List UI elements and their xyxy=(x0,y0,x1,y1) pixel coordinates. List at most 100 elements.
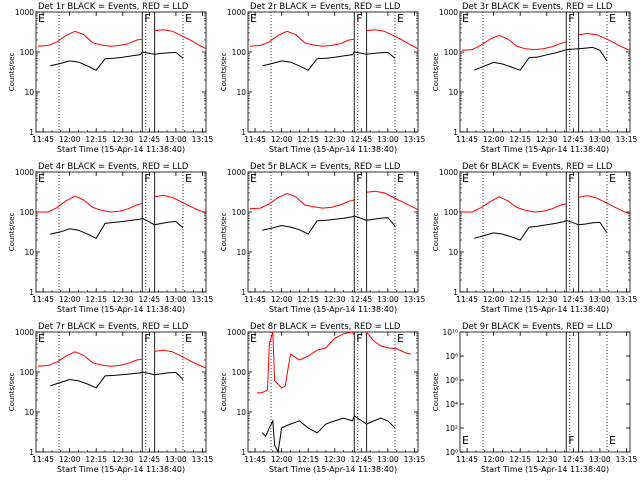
x-tick-label: 12:00 xyxy=(271,135,293,144)
flare-marker-label: F xyxy=(356,172,362,185)
panel-title: Det 5r BLACK = Events, RED = LLD xyxy=(250,162,401,172)
events-series-line xyxy=(474,46,608,71)
y-tick-label: 10 xyxy=(236,408,246,417)
plot-frame xyxy=(247,331,419,453)
x-tick-label: 12:45 xyxy=(139,135,161,144)
y-tick-label: 10² xyxy=(445,424,458,433)
y-tick-label: 10¹⁰ xyxy=(442,328,458,337)
x-tick-label: 12:45 xyxy=(563,455,585,464)
lld-series-line xyxy=(461,32,631,51)
x-tick-label: 13:15 xyxy=(192,295,214,304)
y-tick-label: 1 xyxy=(241,288,246,297)
x-tick-label: 12:00 xyxy=(271,455,293,464)
x-tick-label: 13:15 xyxy=(404,135,426,144)
x-tick-label: 12:15 xyxy=(85,295,107,304)
lld-series-line xyxy=(37,349,207,369)
y-tick-label: 1 xyxy=(29,448,34,457)
y-tick-label: 1000 xyxy=(227,168,246,177)
x-tick-label: 12:45 xyxy=(139,455,161,464)
event-marker-label: E xyxy=(38,12,45,25)
x-tick-label: 11:45 xyxy=(244,295,266,304)
event-marker-label: E xyxy=(609,12,616,25)
x-tick-label: 12:00 xyxy=(271,295,293,304)
y-tick-label: 10⁶ xyxy=(445,376,458,385)
plot-frame xyxy=(35,331,207,453)
x-tick-label: 12:15 xyxy=(509,295,531,304)
event-marker-label: E xyxy=(462,434,469,447)
y-tick-label: 100 xyxy=(232,208,247,217)
y-tick-label: 100 xyxy=(232,48,247,57)
y-axis-label: Counts/sec xyxy=(8,373,16,412)
plot-frame xyxy=(459,11,631,133)
events-series-line xyxy=(474,219,608,241)
flare-marker-label: F xyxy=(144,172,150,185)
y-tick-label: 1000 xyxy=(439,8,458,17)
x-tick-label: 11:45 xyxy=(244,135,266,144)
y-tick-label: 10 xyxy=(24,248,34,257)
x-axis-label: Start Time (15-Apr-14 11:38:40) xyxy=(269,465,397,474)
x-tick-label: 12:00 xyxy=(59,295,81,304)
x-tick-label: 13:00 xyxy=(165,295,187,304)
y-axis-label: Counts/sec xyxy=(220,213,228,252)
x-tick-label: 12:30 xyxy=(324,295,346,304)
y-tick-label: 100 xyxy=(20,48,35,57)
flare-marker-label: F xyxy=(356,12,362,25)
x-tick-label: 12:00 xyxy=(483,135,505,144)
x-tick-label: 12:45 xyxy=(351,295,373,304)
y-tick-label: 1000 xyxy=(439,168,458,177)
x-tick-label: 13:00 xyxy=(589,455,611,464)
plot-frame xyxy=(35,11,207,133)
x-tick-label: 12:30 xyxy=(536,455,558,464)
x-tick-label: 11:45 xyxy=(456,455,478,464)
x-tick-label: 12:45 xyxy=(563,295,585,304)
x-tick-label: 11:45 xyxy=(32,455,54,464)
event-marker-label: E xyxy=(397,332,404,345)
flare-marker-label: F xyxy=(144,12,150,25)
x-tick-label: 12:15 xyxy=(297,455,319,464)
x-axis-label: Start Time (15-Apr-14 11:38:40) xyxy=(269,145,397,154)
events-series-line xyxy=(50,217,184,239)
y-tick-label: 100 xyxy=(444,48,459,57)
event-marker-label: E xyxy=(185,332,192,345)
y-tick-label: 1000 xyxy=(15,8,34,17)
y-tick-label: 1 xyxy=(453,128,458,137)
x-tick-label: 11:45 xyxy=(244,455,266,464)
event-marker-label: E xyxy=(185,12,192,25)
x-tick-label: 12:30 xyxy=(112,295,134,304)
y-tick-label: 1000 xyxy=(15,328,34,337)
x-tick-label: 13:00 xyxy=(377,135,399,144)
y-tick-label: 10⁰ xyxy=(445,448,458,457)
x-tick-label: 13:15 xyxy=(404,295,426,304)
x-tick-label: 13:00 xyxy=(589,135,611,144)
x-tick-label: 12:15 xyxy=(85,135,107,144)
x-tick-label: 12:45 xyxy=(351,455,373,464)
x-tick-label: 13:15 xyxy=(616,295,638,304)
plot-frame xyxy=(247,11,419,133)
y-tick-label: 10 xyxy=(236,88,246,97)
event-marker-label: E xyxy=(185,172,192,185)
x-tick-label: 13:15 xyxy=(192,135,214,144)
y-tick-label: 1000 xyxy=(227,328,246,337)
y-axis-label: Counts/sec xyxy=(432,213,440,252)
x-tick-label: 12:15 xyxy=(85,455,107,464)
x-tick-label: 12:30 xyxy=(112,455,134,464)
y-axis-label: Counts/sec xyxy=(220,53,228,92)
y-tick-label: 100 xyxy=(20,208,35,217)
x-axis-label: Start Time (15-Apr-14 11:38:40) xyxy=(57,465,185,474)
y-tick-label: 1 xyxy=(241,448,246,457)
lld-series-line xyxy=(37,194,207,214)
x-tick-label: 13:00 xyxy=(165,455,187,464)
x-tick-label: 13:15 xyxy=(404,455,426,464)
x-tick-label: 13:00 xyxy=(377,295,399,304)
y-tick-label: 10 xyxy=(448,248,458,257)
plot-frame xyxy=(459,171,631,293)
panel-title: Det 8r BLACK = Events, RED = LLD xyxy=(250,322,401,332)
y-tick-label: 1000 xyxy=(227,8,246,17)
x-tick-label: 11:45 xyxy=(456,295,478,304)
